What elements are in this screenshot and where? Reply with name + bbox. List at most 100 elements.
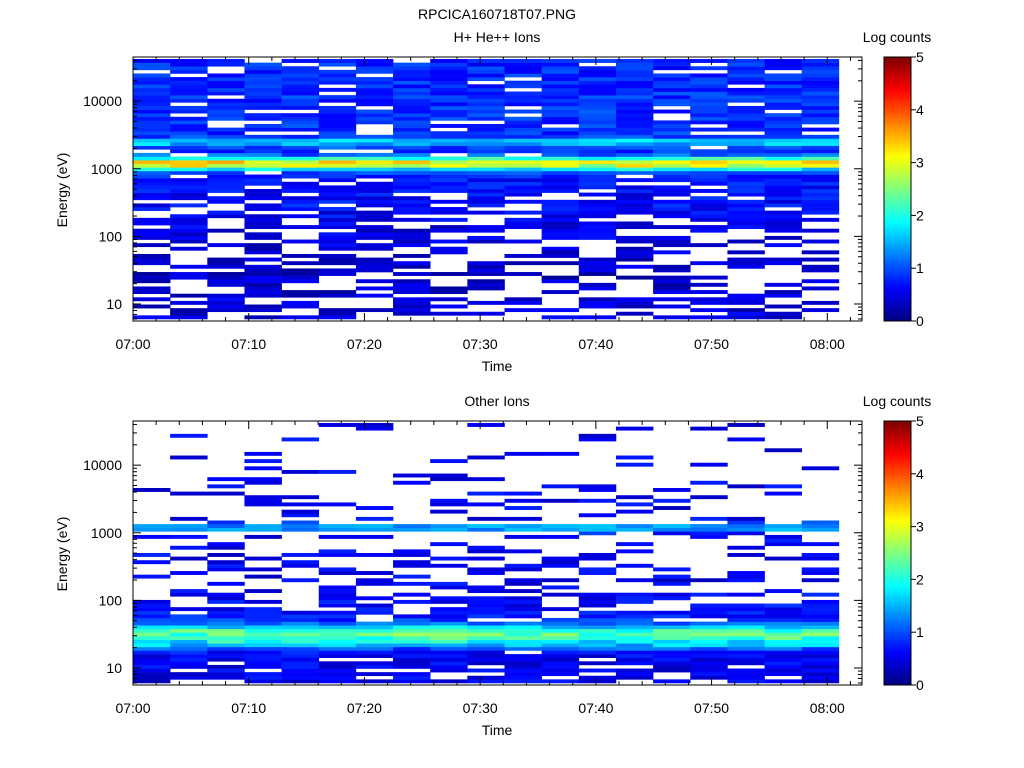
colorbar-segment <box>884 108 911 112</box>
heatmap-cell <box>541 170 580 175</box>
heatmap-cell <box>727 124 765 128</box>
heatmap-cell <box>170 189 208 193</box>
heatmap-cell <box>133 232 171 237</box>
colorbar-segment <box>884 149 911 153</box>
heatmap-cell <box>133 127 171 132</box>
heatmap-cell <box>801 160 840 165</box>
heatmap-cell <box>430 98 468 103</box>
heatmap-cell <box>615 654 654 658</box>
heatmap-cell <box>318 77 357 81</box>
heatmap-cell <box>690 300 728 305</box>
heatmap-cell <box>801 91 840 96</box>
heatmap-cell <box>801 524 840 529</box>
heatmap-cell <box>355 628 394 633</box>
heatmap-cell <box>653 109 691 114</box>
heatmap-cell <box>244 272 282 276</box>
heatmap-cell <box>764 293 803 298</box>
heatmap-cell <box>170 293 208 298</box>
heatmap-cell <box>690 207 728 211</box>
colorbar-segment <box>884 555 911 558</box>
colorbar-segment <box>884 104 911 107</box>
heatmap-cell <box>393 636 431 640</box>
heatmap-cell <box>727 174 765 179</box>
colorbar-segment <box>884 466 911 469</box>
heatmap-cell <box>207 607 245 612</box>
heatmap-cell <box>541 134 580 139</box>
x-tick-label: 07:00 <box>115 336 150 352</box>
heatmap-cell <box>318 152 357 157</box>
heatmap-cell <box>504 607 542 612</box>
heatmap-cell <box>207 643 245 648</box>
heatmap-cell <box>430 163 468 168</box>
heatmap-cell <box>653 650 691 655</box>
heatmap-cell <box>504 66 542 71</box>
figure-title: RPCICA160718T07.PNG <box>418 6 576 22</box>
heatmap-cell <box>504 610 542 615</box>
heatmap-cell <box>615 542 654 547</box>
heatmap-cell <box>244 149 282 154</box>
heatmap-cell <box>615 264 654 269</box>
heatmap-cell <box>578 109 617 114</box>
heatmap-cell <box>467 527 505 532</box>
heatmap-cell <box>133 116 171 121</box>
colorbar-segment <box>884 164 911 167</box>
heatmap-cell <box>207 170 245 175</box>
heatmap-cell <box>318 170 357 175</box>
heatmap-cell <box>318 235 357 240</box>
heatmap-cell <box>578 556 617 561</box>
heatmap-cell <box>355 152 394 157</box>
colorbar-segment <box>884 546 911 550</box>
heatmap-cell <box>393 661 431 666</box>
colorbar-segment <box>884 528 911 531</box>
heatmap-cell <box>578 232 617 237</box>
heatmap-cell <box>281 95 320 100</box>
heatmap-cell <box>207 98 245 103</box>
colorbar-segment <box>884 569 911 572</box>
heatmap-cell <box>578 524 617 529</box>
heatmap-cell <box>727 116 765 121</box>
heatmap-cell <box>207 567 245 572</box>
heatmap-cell <box>281 91 320 96</box>
heatmap-cell <box>281 657 320 662</box>
panel-h-he-axes: 07:00 07:10 07:20 07:30 07:40 07:50 08:0010100… <box>83 56 863 352</box>
y-tick-label: 1000 <box>91 161 122 177</box>
heatmap-cell <box>467 196 505 201</box>
heatmap-cell <box>764 178 803 183</box>
heatmap-cell <box>244 152 282 157</box>
heatmap-cell <box>318 632 357 637</box>
heatmap-cell <box>430 62 468 67</box>
heatmap-cell <box>170 95 208 100</box>
heatmap-cell <box>541 524 580 529</box>
heatmap-cell <box>690 109 728 114</box>
colorbar-segment <box>884 619 911 622</box>
colorbar-segment <box>884 567 911 570</box>
colorbar-segment <box>884 680 911 684</box>
heatmap-cell <box>764 142 803 146</box>
heatmap-cell <box>281 253 320 258</box>
heatmap-cell <box>801 189 840 193</box>
heatmap-cell <box>727 311 765 316</box>
heatmap-cell <box>801 643 840 648</box>
heatmap-cell <box>170 134 208 139</box>
heatmap-cell <box>430 59 468 63</box>
heatmap-cell <box>170 545 208 550</box>
heatmap-cell <box>727 87 765 92</box>
heatmap-cell <box>578 297 617 302</box>
colorbar-segment <box>884 559 911 562</box>
heatmap-cell <box>393 170 431 175</box>
colorbar-segment <box>884 460 911 463</box>
heatmap-cell <box>541 643 580 648</box>
colorbar-segment <box>884 314 911 318</box>
heatmap-cell <box>393 599 431 604</box>
heatmap-cell <box>281 513 320 518</box>
heatmap-cell <box>653 668 691 673</box>
heatmap-cell <box>764 603 803 608</box>
heatmap-cell <box>207 477 245 482</box>
heatmap-cell <box>244 77 282 81</box>
heatmap-cell <box>615 455 654 460</box>
heatmap-cell <box>764 138 803 143</box>
heatmap-cell <box>727 308 765 313</box>
heatmap-cell <box>615 578 654 583</box>
colorbar-segment <box>884 217 911 221</box>
heatmap-cell <box>690 675 728 680</box>
